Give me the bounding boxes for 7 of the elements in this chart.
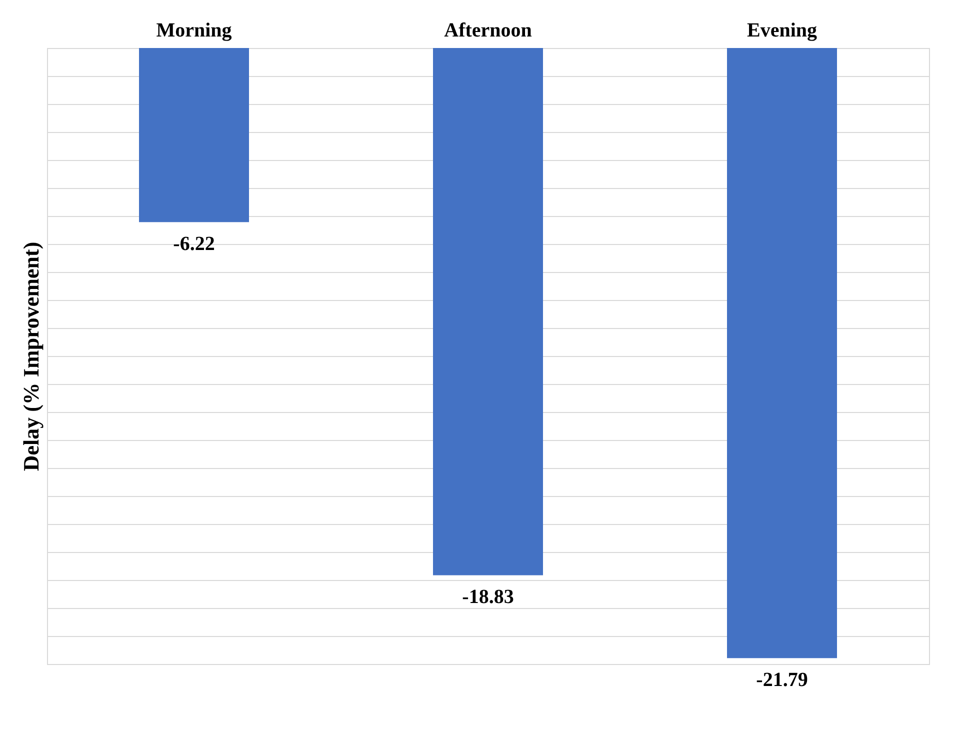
- x-tick-label: Morning: [156, 20, 232, 42]
- data-label: -21.79: [756, 669, 808, 692]
- y-axis-title: Delay (% Improvement): [18, 242, 44, 472]
- data-label: -6.22: [173, 233, 215, 256]
- x-tick-label: Afternoon: [444, 20, 532, 42]
- x-tick-label: Evening: [746, 20, 818, 42]
- data-label: -18.83: [462, 586, 514, 608]
